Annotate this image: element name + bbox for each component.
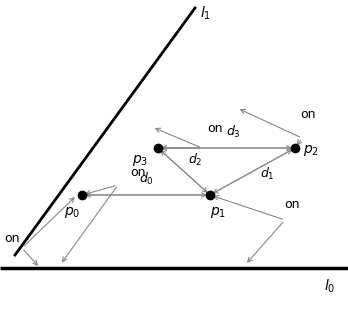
Text: on: on (207, 121, 223, 134)
Text: $l_1$: $l_1$ (200, 5, 211, 22)
Text: on: on (4, 232, 20, 245)
Text: $d_0$: $d_0$ (139, 171, 153, 187)
Text: $d_3$: $d_3$ (227, 124, 241, 140)
Text: on: on (130, 165, 146, 178)
Text: on: on (284, 198, 300, 212)
Text: $d_2$: $d_2$ (188, 151, 203, 168)
Text: $l_0$: $l_0$ (324, 278, 335, 295)
Text: $p_0$: $p_0$ (64, 206, 80, 221)
Text: on: on (300, 109, 316, 121)
Text: $p_3$: $p_3$ (132, 153, 148, 168)
Text: $p_2$: $p_2$ (303, 143, 319, 158)
Text: $p_1$: $p_1$ (210, 206, 226, 221)
Text: $d_1$: $d_1$ (261, 165, 275, 182)
